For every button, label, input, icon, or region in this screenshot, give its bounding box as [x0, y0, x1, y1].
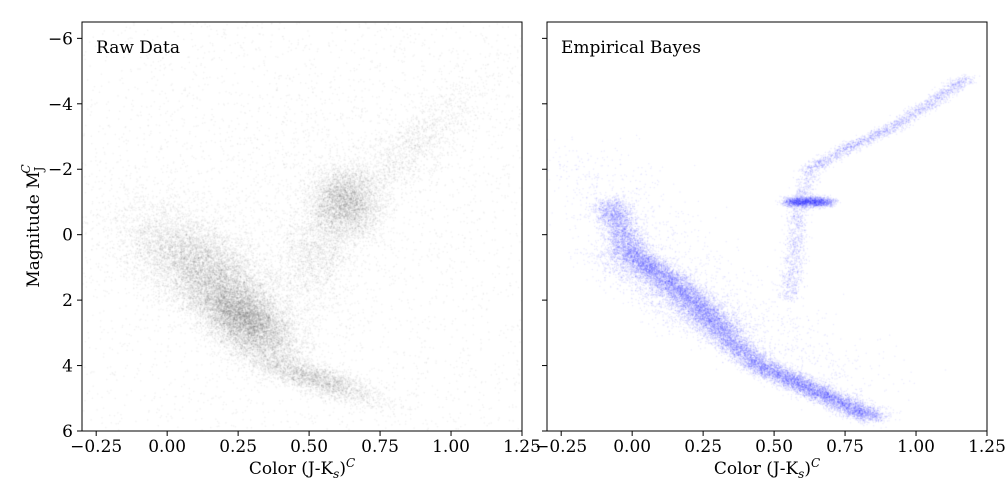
x-tick-label: 0.00 [148, 437, 186, 457]
y-tick-label: −6 [48, 29, 73, 49]
y-tick-label: 0 [62, 226, 73, 246]
scatter-points-raw [82, 22, 522, 431]
panel-label-eb: Empirical Bayes [561, 38, 701, 58]
y-tick-label: 6 [62, 422, 73, 442]
y-ticks-raw: −6 −4 −2 0 2 4 6 [48, 29, 82, 442]
axes-frame-eb [546, 21, 988, 432]
x-tick-label: 0.75 [826, 437, 864, 457]
x-axis-label-sub: s [333, 467, 339, 481]
y-axis-label-sup: C [19, 164, 33, 173]
y-tick-label: 2 [62, 291, 73, 311]
y-ticks-eb [542, 37, 547, 432]
x-tick-label: 0.50 [755, 437, 793, 457]
x-axis-label-sup: C [811, 456, 820, 470]
x-tick-label: 0.00 [613, 437, 651, 457]
panel-label-raw: Raw Data [96, 38, 180, 58]
x-axis-label-sup: C [346, 456, 355, 470]
x-axis-label-main: Color (J-K [714, 459, 799, 479]
y-tick-label: 4 [62, 357, 73, 377]
scatter-density-image [547, 22, 987, 431]
x-tick-label: −0.25 [70, 437, 122, 457]
x-tick-label: 1.25 [968, 437, 1006, 457]
x-tick-label: 0.25 [684, 437, 722, 457]
y-tick-label: −2 [48, 160, 73, 180]
x-axis-label-main: Color (J-K [249, 459, 334, 479]
x-tick-label: 0.50 [290, 437, 328, 457]
x-axis-label-close: ) [804, 459, 811, 479]
y-axis-label: Magnitude MJC [19, 164, 46, 287]
y-tick-label: −4 [48, 95, 73, 115]
x-ticks-eb: −0.25 0.00 0.25 0.50 0.75 1.00 1.25 [535, 431, 1006, 457]
panel-raw-data: −0.25 0.00 0.25 0.50 0.75 1.00 1.25 −6 −4 −2 0 2 4 6… [19, 21, 541, 481]
axes-frame-raw [81, 21, 523, 432]
x-tick-label: 1.00 [432, 437, 470, 457]
y-axis-label-sub: J [32, 166, 46, 173]
x-tick-label: −0.25 [535, 437, 587, 457]
x-tick-label: 0.25 [219, 437, 257, 457]
x-axis-label-raw: Color (J-Ks)C [249, 456, 355, 481]
x-tick-label: 1.25 [503, 437, 541, 457]
x-ticks-raw: −0.25 0.00 0.25 0.50 0.75 1.00 1.25 [70, 431, 541, 457]
panel-empirical-bayes: −0.25 0.00 0.25 0.50 0.75 1.00 1.25 Empirical … [535, 21, 1006, 481]
x-tick-label: 1.00 [897, 437, 935, 457]
scatter-points-eb [547, 22, 987, 431]
x-tick-label: 0.75 [361, 437, 399, 457]
y-axis-label-main: Magnitude M [24, 171, 44, 287]
x-axis-label-eb: Color (J-Ks)C [714, 456, 820, 481]
x-axis-label-sub: s [798, 467, 804, 481]
scatter-density-image [82, 22, 522, 431]
x-axis-label-close: ) [339, 459, 346, 479]
